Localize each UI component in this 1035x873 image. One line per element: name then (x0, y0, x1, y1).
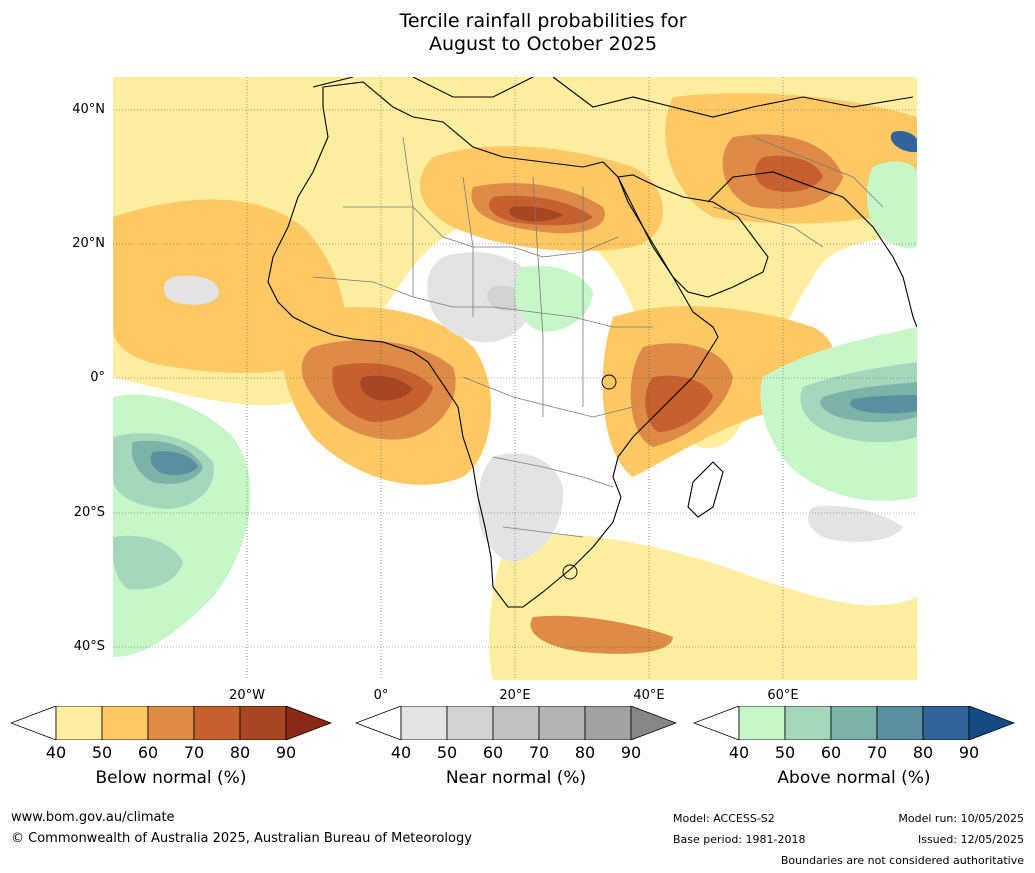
tick-label: 40 (728, 743, 750, 762)
colorbar-segment (830, 706, 878, 740)
lon-label-60e: 60°E (767, 688, 799, 703)
colorbar-segment (446, 706, 494, 740)
tick-label: 80 (229, 743, 251, 762)
colorbar-min-triangle (355, 706, 402, 740)
colorbar-near-label: Near normal (%) (445, 768, 587, 788)
colorbar-segment (101, 706, 149, 740)
colorbar-near-normal (355, 706, 677, 740)
islands (562, 374, 617, 580)
colorbar-segment (400, 706, 448, 740)
colorbar-segment (738, 706, 786, 740)
rainfall-probability-map (113, 77, 917, 680)
lon-label-20w: 20°W (229, 688, 265, 703)
colorbar-above-label: Above normal (%) (777, 768, 931, 788)
tick-label: 50 (91, 743, 113, 762)
issued-date: Issued: 12/05/2025 (917, 833, 1024, 846)
tick-label: 60 (482, 743, 504, 762)
tick-label: 60 (820, 743, 842, 762)
lat-label-40n: 40°N (72, 102, 105, 117)
boundaries-disclaimer: Boundaries are not considered authoritat… (780, 854, 1024, 867)
lon-label-0: 0° (373, 688, 389, 703)
colorbar-min-triangle (10, 706, 57, 740)
country-borders (312, 136, 884, 538)
map-title: Tercile rainfall probabilities for Augus… (0, 10, 1035, 56)
base-period: Base period: 1981-2018 (673, 833, 806, 846)
colorbar-max-triangle (285, 706, 332, 740)
lon-label-20e: 20°E (499, 688, 531, 703)
tick-label: 50 (436, 743, 458, 762)
model-name: Model: ACCESS-S2 (673, 812, 775, 825)
map-canvas (113, 77, 917, 680)
tick-label: 40 (45, 743, 67, 762)
above-normal-areas (113, 130, 917, 657)
tick-label: 90 (275, 743, 297, 762)
tick-label: 60 (137, 743, 159, 762)
tick-label: 70 (528, 743, 550, 762)
title-line-1: Tercile rainfall probabilities for (399, 10, 687, 32)
title-line-2: August to October 2025 (428, 33, 658, 55)
map-gridlines (113, 77, 917, 680)
tick-label: 40 (390, 743, 412, 762)
colorbar-min-triangle (693, 706, 740, 740)
coastlines (267, 77, 917, 608)
colorbar-max-triangle (968, 706, 1015, 740)
colorbar-segment (193, 706, 241, 740)
bom-website-link[interactable]: www.bom.gov.au/climate (11, 810, 175, 825)
colorbar-segment (55, 706, 103, 740)
tick-label: 80 (574, 743, 596, 762)
colorbar-segment (876, 706, 924, 740)
colorbar-segment (584, 706, 632, 740)
colorbar-max-triangle (630, 706, 677, 740)
colorbar-segment (922, 706, 970, 740)
colorbar-below-normal (10, 706, 332, 740)
colorbar-segment (147, 706, 195, 740)
near-normal-areas (163, 252, 903, 562)
colorbar-segment (538, 706, 586, 740)
model-run-date: Model run: 10/05/2025 (898, 812, 1024, 825)
tick-label: 50 (774, 743, 796, 762)
tick-label: 80 (912, 743, 934, 762)
colorbar-above-normal (693, 706, 1015, 740)
colorbar-segment (784, 706, 832, 740)
below-normal-areas (113, 77, 917, 680)
lon-label-40e: 40°E (633, 688, 665, 703)
colorbar-segment (239, 706, 287, 740)
tick-label: 90 (620, 743, 642, 762)
tick-label: 70 (183, 743, 205, 762)
lat-label-20s: 20°S (73, 505, 105, 520)
copyright-text: © Commonwealth of Australia 2025, Austra… (11, 831, 472, 846)
colorbar-below-label: Below normal (%) (95, 768, 247, 788)
lat-label-20n: 20°N (72, 236, 105, 251)
lat-label-40s: 40°S (73, 639, 105, 654)
tick-label: 90 (958, 743, 980, 762)
lat-label-0: 0° (90, 370, 105, 385)
tick-label: 70 (866, 743, 888, 762)
colorbar-segment (492, 706, 540, 740)
